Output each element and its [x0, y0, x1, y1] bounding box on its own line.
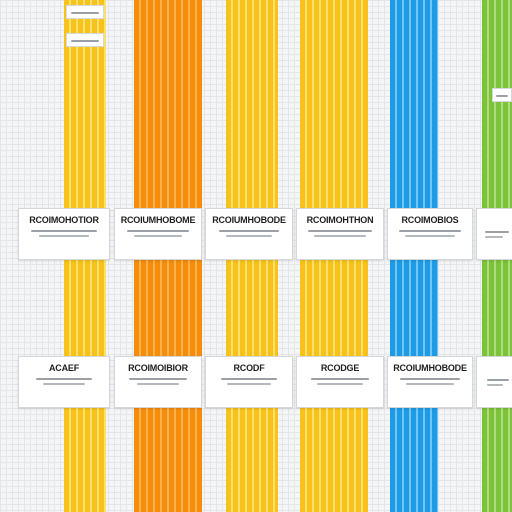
top-card-2-title: RCOIUMHOBOME [120, 215, 196, 225]
top-card-5-title: RCOIMOBIOS [401, 215, 459, 225]
bottom-card-1-title: ACAEF [49, 363, 79, 373]
top-card-4[interactable]: RCOIMOHTHON [296, 208, 384, 260]
top-card-1-line [31, 230, 97, 232]
bottom-card-2-line-2 [137, 383, 179, 385]
top-card-6-line-2 [485, 236, 503, 238]
top-card-6-line [485, 231, 509, 233]
top-card-4-title: RCOIMOHTHON [306, 215, 374, 225]
bottom-card-3[interactable]: RCODF [205, 356, 293, 408]
top-card-4-line-2 [314, 235, 366, 237]
bottom-card-4[interactable]: RCODGE [296, 356, 384, 408]
top-card-1[interactable]: RCOIMOHOTIOR [18, 208, 110, 260]
bottom-card-5-line-2 [406, 383, 454, 385]
bottom-card-4-title: RCODGE [320, 363, 360, 373]
top-tag-1 [66, 5, 104, 19]
bottom-card-5-title: RCOIUMHOBODE [393, 363, 467, 373]
top-card-3-title: RCOIUMHOBODE [212, 215, 286, 225]
bottom-card-2[interactable]: RCOIMOIBIOR [114, 356, 202, 408]
top-tag-3 [492, 88, 512, 102]
bottom-card-6-partial[interactable] [476, 356, 512, 408]
top-card-6-partial[interactable] [476, 208, 512, 260]
bottom-card-4-line-2 [317, 383, 363, 385]
bottom-card-6-line-2 [487, 384, 503, 386]
top-card-1-line-2 [39, 235, 89, 237]
bottom-card-5-line [400, 378, 460, 380]
bottom-card-3-line-2 [227, 383, 271, 385]
top-card-2-line-2 [134, 235, 182, 237]
bottom-card-2-line [129, 378, 187, 380]
top-card-2[interactable]: RCOIUMHOBOME [114, 208, 202, 260]
bottom-card-2-title: RCOIMOIBIOR [128, 363, 188, 373]
bottom-card-3-title: RCODF [233, 363, 265, 373]
bottom-card-1-line [36, 378, 92, 380]
top-card-4-line [308, 230, 372, 232]
bottom-card-6-line [487, 379, 509, 381]
top-card-5-line [399, 230, 461, 232]
bottom-card-1-line-2 [43, 383, 85, 385]
top-tag-2 [66, 33, 104, 47]
top-card-3[interactable]: RCOIUMHOBODE [205, 208, 293, 260]
bottom-card-4-line [311, 378, 369, 380]
bottom-card-1[interactable]: ACAEF [18, 356, 110, 408]
top-card-1-title: RCOIMOHOTIOR [29, 215, 99, 225]
top-card-5[interactable]: RCOIMOBIOS [387, 208, 473, 260]
top-card-2-line [127, 230, 189, 232]
top-card-3-line [219, 230, 279, 232]
top-card-5-line-2 [405, 235, 455, 237]
top-card-3-line-2 [226, 235, 272, 237]
bottom-card-3-line [221, 378, 277, 380]
bottom-card-5[interactable]: RCOIUMHOBODE [387, 356, 473, 408]
